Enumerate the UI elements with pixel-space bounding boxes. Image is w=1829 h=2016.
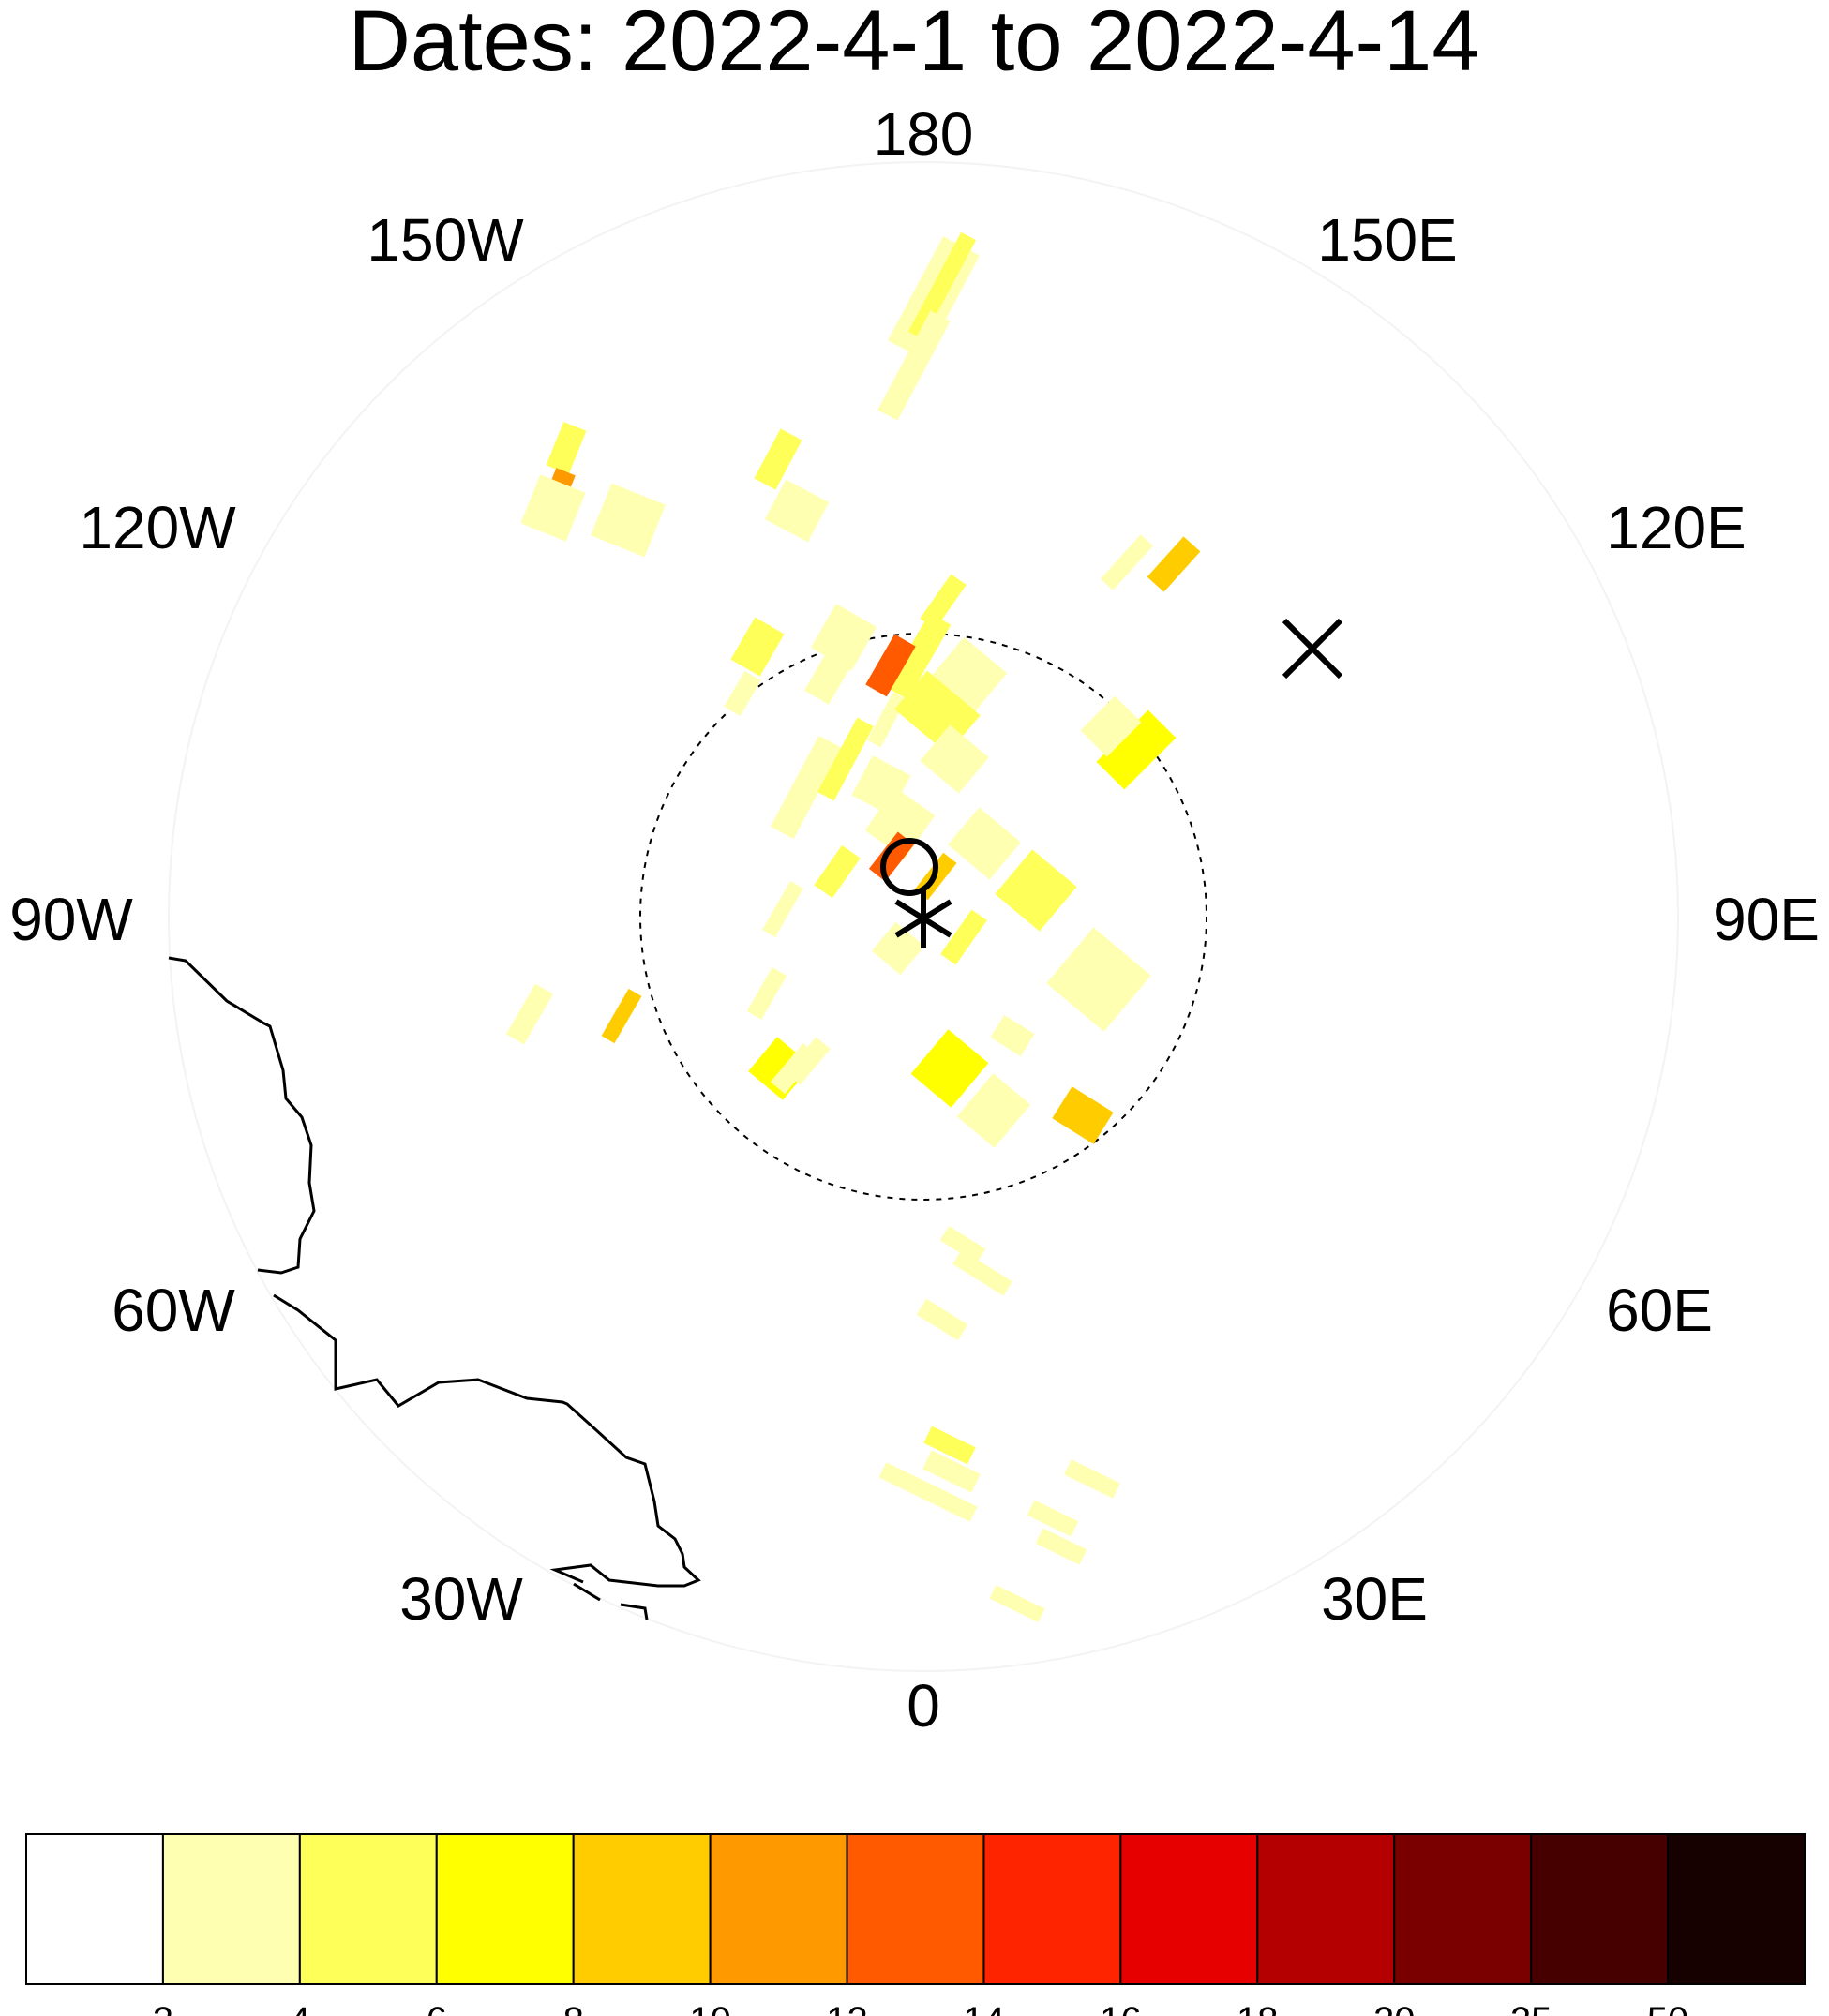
lon-label-30e: 30E — [1321, 1565, 1428, 1633]
data-cell — [1035, 1528, 1087, 1565]
data-cell — [923, 1426, 976, 1465]
data-cell — [865, 634, 916, 697]
asterisk-marker — [894, 889, 952, 948]
colorbar-tick-label: 18 — [1237, 2000, 1279, 2016]
colorbar-swatch — [298, 1833, 438, 1985]
lon-label-150w: 150W — [367, 206, 524, 274]
colorbar-tick-label: 4 — [290, 2000, 310, 2016]
data-cell — [948, 807, 1021, 880]
colorbar: 2 4 6 8 10 12 14 16 18 20 25 50 — [25, 1833, 1806, 2016]
lon-label-120e: 120E — [1606, 494, 1746, 561]
colorbar-tick-label: 12 — [826, 2000, 868, 2016]
colorbar-swatch — [25, 1833, 164, 1985]
data-cell — [1147, 536, 1201, 592]
colorbar-tick-label: 50 — [1647, 2000, 1689, 2016]
data-cell — [1052, 1086, 1114, 1144]
data-cell — [546, 421, 587, 475]
colorbar-tick-label: 6 — [427, 2000, 447, 2016]
data-cell — [591, 483, 666, 558]
colorbar-swatch — [435, 1833, 575, 1985]
data-cell — [920, 724, 989, 794]
data-cell — [520, 474, 586, 542]
data-cell — [1100, 534, 1154, 590]
data-cell — [746, 967, 787, 1020]
lon-label-90e: 90E — [1713, 886, 1820, 953]
data-cell — [814, 844, 861, 899]
lon-label-0: 0 — [907, 1672, 940, 1740]
coastline-greenland-south — [273, 1293, 701, 1588]
lon-label-60e: 60E — [1606, 1277, 1713, 1344]
data-cell — [920, 574, 967, 630]
data-cell — [922, 1450, 981, 1493]
colorbar-swatch — [1530, 1833, 1670, 1985]
colorbar-tick-label: 16 — [1100, 2000, 1142, 2016]
data-cells — [505, 231, 1201, 1622]
colorbar-swatch — [572, 1833, 712, 1985]
data-cell — [864, 787, 936, 859]
colorbar-swatch — [1393, 1833, 1533, 1985]
data-cell — [1027, 1500, 1079, 1537]
coastline-fragment — [620, 1603, 649, 1620]
data-cell — [952, 1249, 1012, 1296]
data-cell — [505, 983, 554, 1045]
data-cell — [730, 617, 785, 677]
data-cell — [1080, 695, 1142, 757]
data-cell — [817, 717, 874, 801]
colorbar-swatch — [161, 1833, 301, 1985]
colorbar-tick-label: 25 — [1510, 2000, 1552, 2016]
colorbar-tick-label: 8 — [563, 2000, 584, 2016]
data-cell — [601, 988, 642, 1044]
x-cross-marker — [1282, 618, 1343, 679]
data-cell — [1063, 1459, 1121, 1499]
lon-label-150e: 150E — [1317, 206, 1457, 274]
data-cell — [764, 479, 830, 543]
circle-marker — [880, 838, 938, 896]
data-cell — [804, 645, 855, 705]
data-cell — [770, 735, 843, 840]
colorbar-swatch — [846, 1833, 985, 1985]
data-cell — [916, 1298, 968, 1341]
colorbar-tick-label: 20 — [1373, 2000, 1416, 2016]
colorbar-swatch — [1667, 1833, 1806, 1985]
data-cell — [989, 1585, 1045, 1622]
coastline-fragment — [573, 1582, 601, 1602]
lon-label-60w: 60W — [112, 1277, 235, 1344]
colorbar-tick-label: 10 — [689, 2000, 731, 2016]
data-cell — [1046, 927, 1151, 1032]
lon-label-180: 180 — [874, 100, 974, 168]
lon-label-30w: 30W — [399, 1565, 523, 1633]
lon-label-90w: 90W — [9, 886, 133, 953]
data-cell — [770, 1042, 818, 1095]
colorbar-swatch — [1119, 1833, 1259, 1985]
colorbar-swatch — [982, 1833, 1122, 1985]
data-cell — [886, 612, 952, 700]
data-cell — [754, 428, 802, 490]
data-cell — [878, 1462, 978, 1522]
colorbar-tick-label: 14 — [963, 2000, 1005, 2016]
colorbar-swatch — [1256, 1833, 1396, 1985]
lon-label-120w: 120W — [79, 494, 236, 561]
data-cell — [762, 881, 803, 937]
colorbar-swatch — [709, 1833, 848, 1985]
data-cell — [877, 310, 951, 421]
data-cell — [990, 1015, 1035, 1056]
data-cell — [940, 909, 987, 965]
data-cell — [871, 921, 925, 976]
data-cell — [995, 849, 1077, 932]
data-cell — [907, 231, 977, 340]
data-cell — [724, 670, 761, 717]
data-cell — [910, 1029, 989, 1108]
coastline-greenland — [168, 956, 316, 1275]
colorbar-tick-label: 2 — [153, 2000, 173, 2016]
plot-title: Dates: 2022-4-1 to 2022-4-14 — [348, 0, 1479, 89]
data-cell — [867, 692, 907, 748]
data-cell — [956, 1073, 1031, 1148]
data-cell — [939, 1226, 986, 1263]
data-cell — [1096, 709, 1177, 790]
